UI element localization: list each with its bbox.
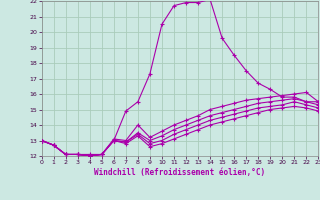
X-axis label: Windchill (Refroidissement éolien,°C): Windchill (Refroidissement éolien,°C) bbox=[94, 168, 266, 177]
